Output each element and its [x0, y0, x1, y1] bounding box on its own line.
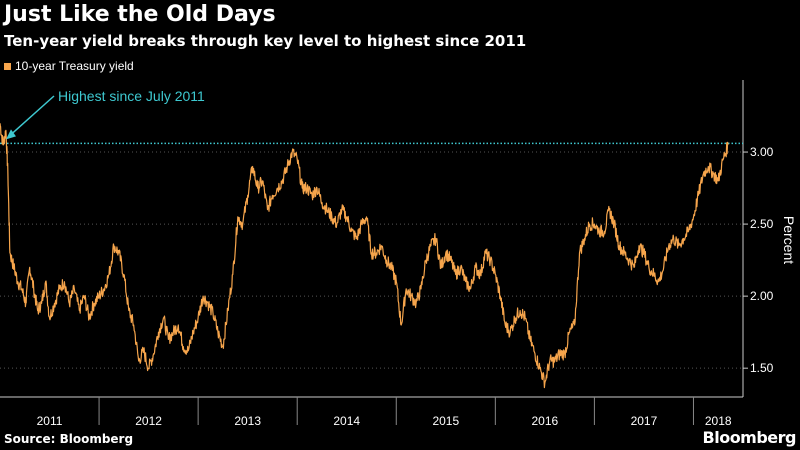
brand-logo: Bloomberg: [702, 428, 797, 447]
x-tick-label: 2013: [234, 414, 261, 428]
x-tick-label: 2012: [135, 414, 162, 428]
series-line-10y-yield: [0, 123, 729, 389]
y-axis-label: Percent: [781, 216, 797, 264]
y-tick-label: 3.00: [750, 145, 774, 159]
x-tick-label: 2016: [532, 414, 559, 428]
chart-subtitle: Ten-year yield breaks through key level …: [4, 32, 527, 50]
legend-swatch: [4, 62, 11, 70]
x-tick-label: 2018: [705, 414, 732, 428]
annotation-arrowhead: [5, 129, 16, 140]
y-tick-label: 2.50: [750, 217, 774, 231]
annotation-text: Highest since July 2011: [58, 88, 205, 104]
legend: 10-year Treasury yield: [4, 59, 134, 73]
y-tick-label: 1.50: [750, 361, 774, 375]
x-tick-label: 2014: [333, 414, 360, 428]
chart-title: Just Like the Old Days: [4, 2, 276, 27]
source-note: Source: Bloomberg: [4, 432, 134, 446]
x-tick-label: 2017: [631, 414, 658, 428]
y-tick-label: 2.00: [750, 289, 774, 303]
x-tick-label: 2011: [37, 414, 63, 428]
legend-label: 10-year Treasury yield: [15, 59, 134, 73]
annotation-arrow: [9, 95, 55, 136]
x-tick-label: 2015: [432, 414, 459, 428]
